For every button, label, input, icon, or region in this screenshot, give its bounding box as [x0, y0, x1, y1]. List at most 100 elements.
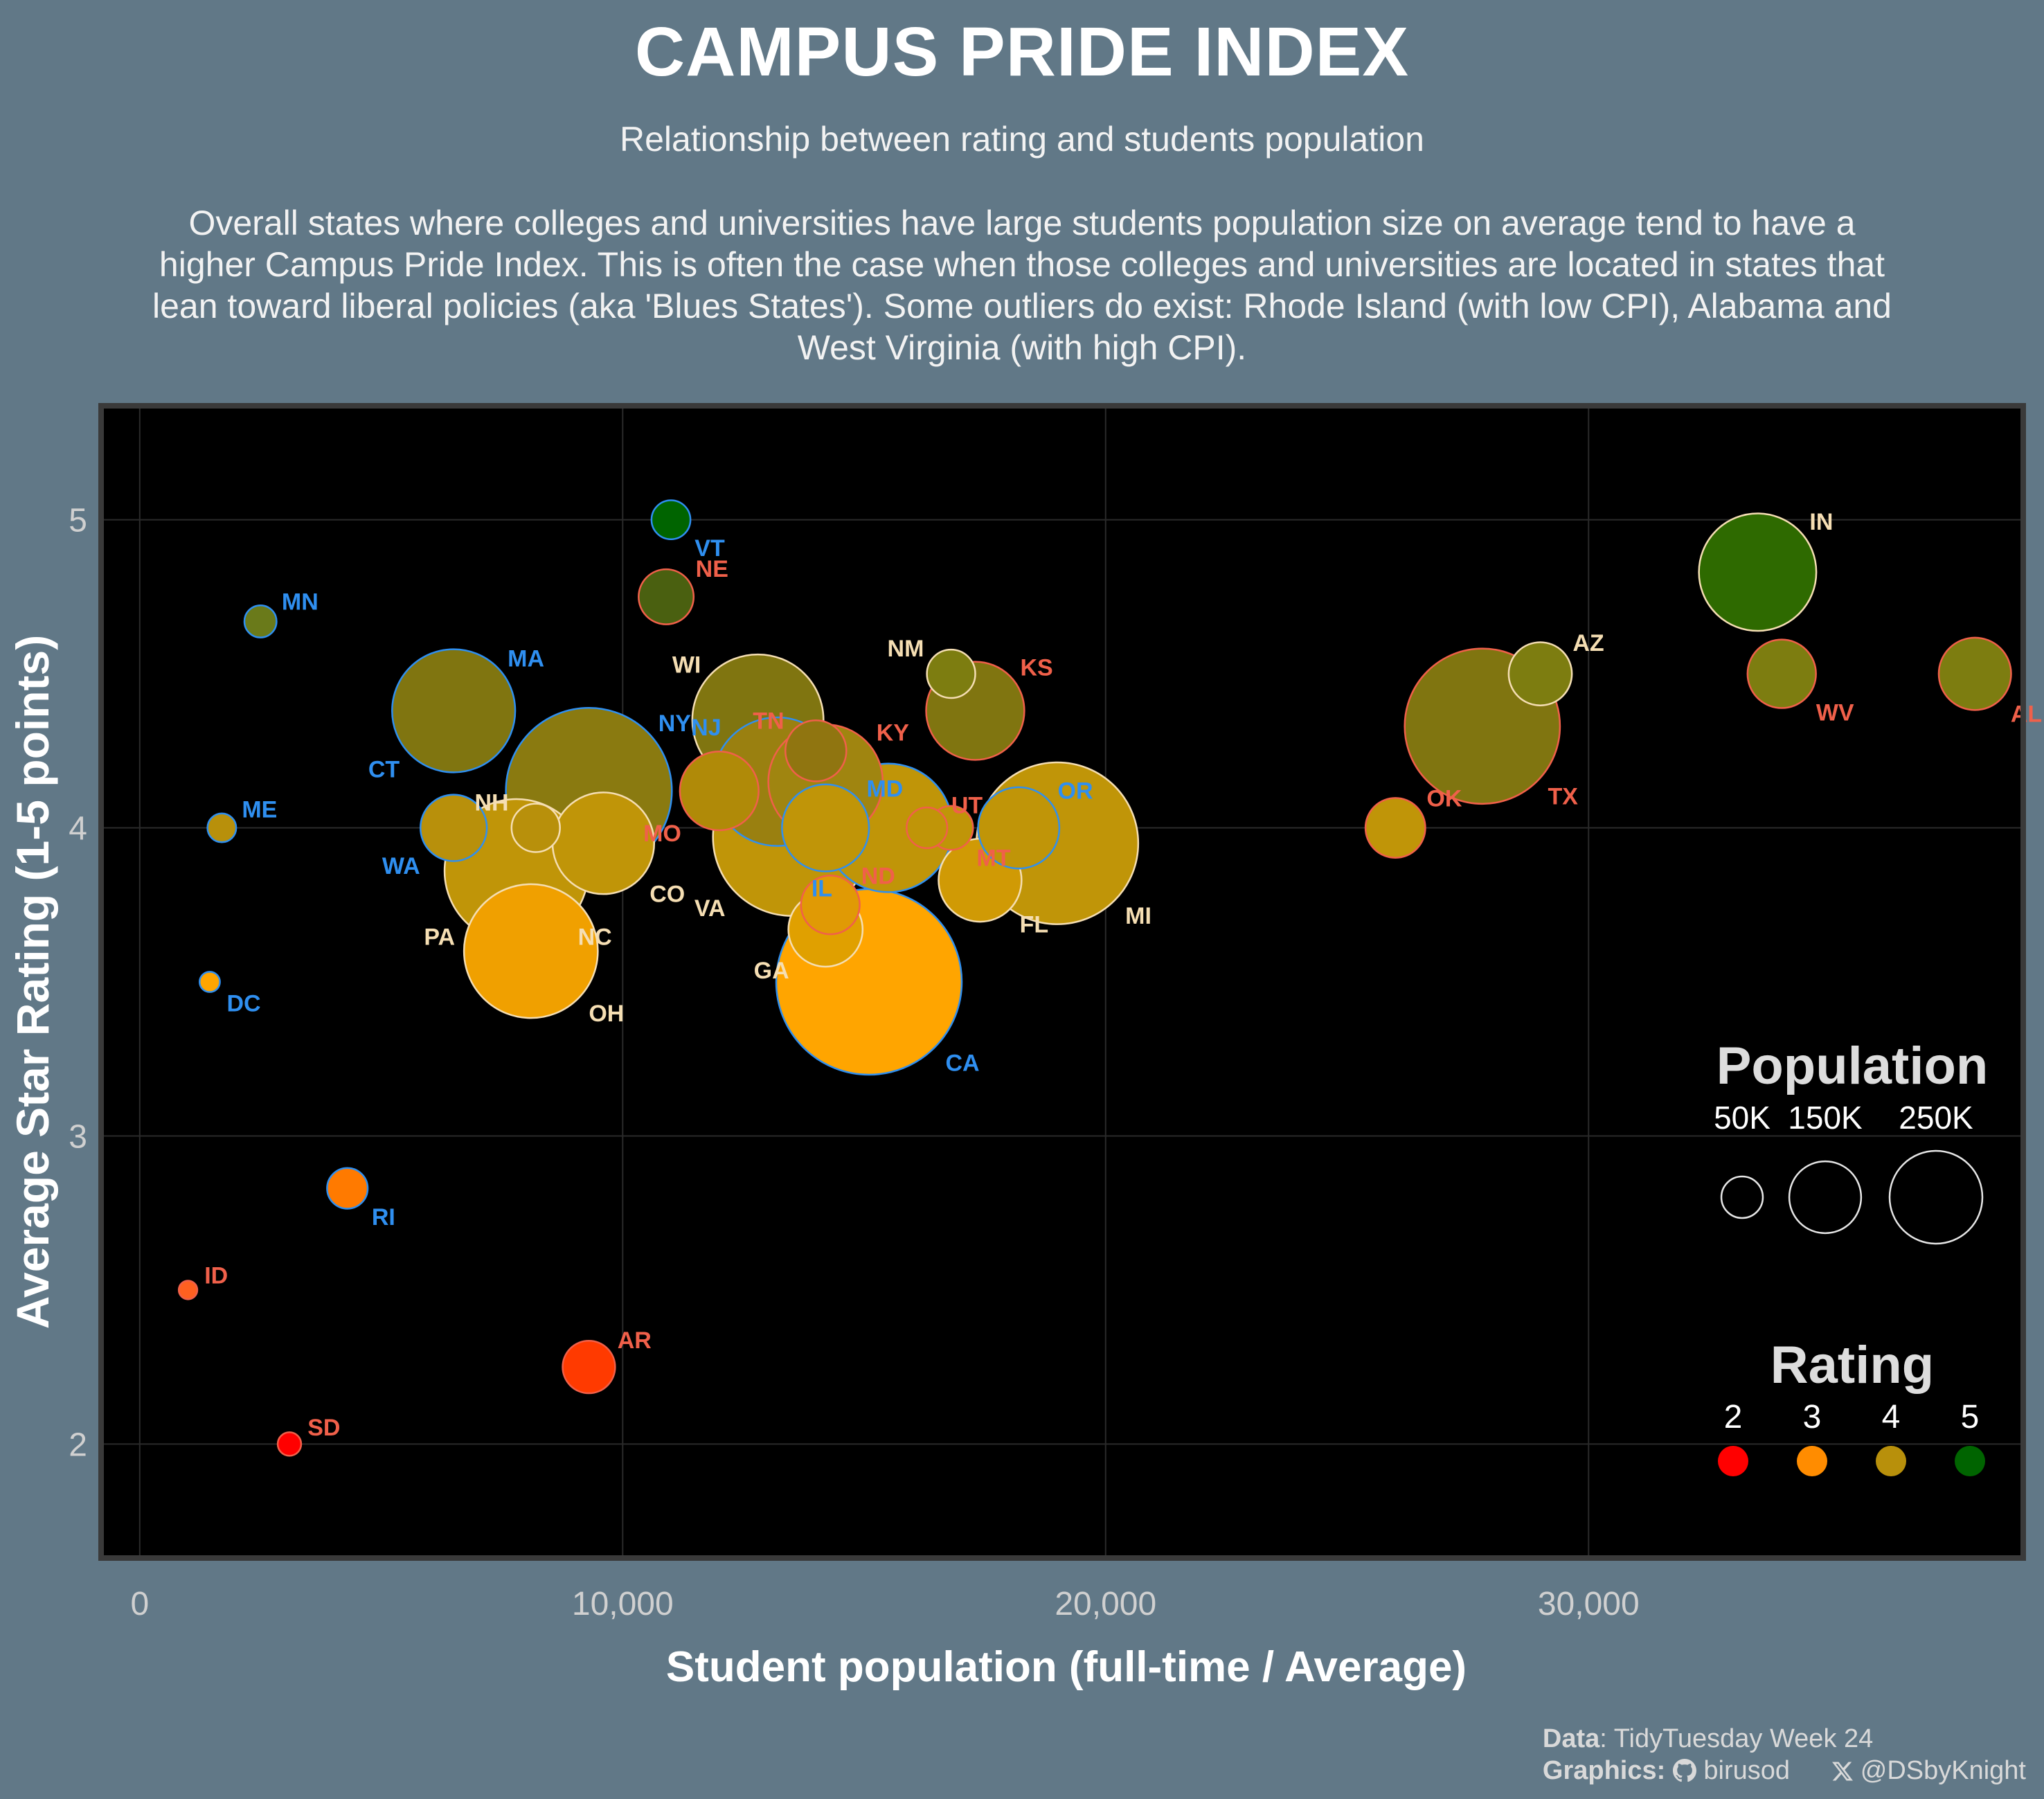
size-legend-circle [1720, 1175, 1764, 1219]
state-label-ut: UT [951, 792, 983, 818]
plot-border [98, 403, 2026, 1561]
state-label-md: MD [866, 776, 903, 802]
y-tick-label: 5 [69, 503, 87, 539]
state-label-fl: FL [1020, 911, 1049, 938]
state-label-ct: CT [368, 756, 400, 782]
size-legend-label: 150K [1788, 1100, 1863, 1136]
state-label-oh: OH [589, 1001, 624, 1027]
chart-subtitle: Relationship between rating and students… [620, 120, 1424, 159]
state-label-pa: PA [424, 924, 455, 951]
state-label-ok: OK [1426, 785, 1462, 812]
state-label-ky: KY [877, 719, 910, 746]
x-tick-label: 20,000 [1055, 1586, 1156, 1622]
point-wa [419, 794, 488, 862]
state-label-dc: DC [227, 991, 261, 1017]
x-axis-ticks: 0 10,000 20,000 30,000 [130, 1586, 1639, 1622]
state-label-mt: MT [976, 845, 1010, 871]
color-legend-label: 3 [1803, 1399, 1822, 1435]
point-ar [562, 1339, 616, 1395]
state-label-mn: MN [282, 589, 319, 616]
point-ok [1364, 797, 1426, 859]
point-oh [463, 883, 599, 1019]
color-legend-swatch [1876, 1446, 1906, 1476]
state-label-ks: KS [1021, 654, 1053, 681]
state-label-ma: MA [508, 645, 544, 672]
caption: Data: TidyTuesday Week 24 Graphics: biru… [1542, 1724, 2026, 1785]
x-tick-label: 10,000 [572, 1586, 674, 1622]
y-tick-label: 3 [69, 1118, 87, 1155]
point-in [1698, 512, 1818, 632]
state-label-nh: NH [474, 789, 508, 816]
color-legend-label: 5 [1961, 1399, 1980, 1435]
state-label-nc: NC [578, 924, 612, 951]
point-ma [391, 648, 517, 773]
state-label-ca: CA [945, 1050, 979, 1076]
state-label-ri: RI [372, 1204, 395, 1230]
color-legend-swatch [1718, 1446, 1748, 1476]
state-label-wi: WI [672, 652, 701, 679]
y-tick-label: 4 [69, 811, 87, 848]
color-legend-label: 2 [1724, 1399, 1743, 1435]
caption-data-label: Data [1542, 1724, 1600, 1753]
point-nd [800, 875, 861, 936]
state-label-tn: TN [753, 708, 784, 735]
state-label-nm: NM [888, 636, 924, 662]
chart-description: Overall states where colleges and univer… [152, 204, 1892, 367]
plot-panel [101, 406, 2023, 1558]
data-points [177, 499, 2012, 1457]
point-vt [650, 499, 692, 540]
state-label-mi: MI [1125, 903, 1151, 929]
state-label-ne: NE [696, 556, 728, 582]
size-legend-label: 50K [1714, 1100, 1770, 1136]
caption-x-handle: @DSbyKnight [1860, 1756, 2026, 1785]
state-label-ny: NY [658, 710, 692, 737]
size-legend-label: 250K [1899, 1100, 1973, 1136]
state-label-va: VA [694, 895, 726, 922]
color-legend-title: Rating [1770, 1336, 1934, 1395]
github-icon [1672, 1759, 1696, 1782]
state-label-ar: AR [618, 1327, 652, 1354]
color-legend-swatch [1955, 1446, 1985, 1476]
state-label-az: AZ [1572, 630, 1604, 656]
color-legend-label: 4 [1882, 1399, 1901, 1435]
point-wv [1746, 638, 1817, 709]
point-me [206, 812, 237, 843]
legend: Population 50K 150K 250K Rating 2 3 4 5 [1714, 1037, 1988, 1476]
point-sd [276, 1431, 303, 1457]
point-tn [784, 719, 848, 782]
point-ne [638, 568, 695, 625]
point-az [1507, 641, 1573, 706]
chart-title: CAMPUS PRIDE INDEX [634, 13, 1410, 91]
state-label-wv: WV [1816, 700, 1854, 726]
state-label-or: OR [1058, 778, 1093, 804]
x-axis-label: Student population (full-time / Average) [666, 1643, 1467, 1691]
y-tick-label: 2 [69, 1426, 87, 1463]
y-axis-label: Average Star Rating (1-5 points) [7, 635, 58, 1329]
point-ut [906, 806, 949, 850]
state-label-nd: ND [861, 863, 895, 889]
point-nm [926, 648, 976, 699]
state-label-il: IL [812, 875, 832, 902]
gridlines [101, 406, 2023, 1558]
color-legend-swatch [1797, 1446, 1827, 1476]
state-label-co: CO [649, 881, 685, 908]
point-co [551, 791, 656, 895]
caption-graphics-label: Graphics: [1542, 1756, 1666, 1785]
state-label-al: AL [2011, 701, 2042, 728]
size-legend-title: Population [1716, 1037, 1989, 1095]
size-legend-circle [1888, 1149, 1984, 1245]
state-label-wa: WA [382, 853, 420, 879]
point-dc [199, 971, 221, 993]
point-nh [510, 803, 561, 853]
point-mo [679, 751, 760, 832]
state-label-ga: GA [754, 958, 789, 984]
state-label-id: ID [204, 1262, 228, 1289]
state-label-nj: NJ [691, 715, 721, 741]
state-label-in: IN [1809, 509, 1833, 535]
state-label-sd: SD [307, 1415, 340, 1441]
point-md [781, 783, 870, 872]
point-al [1937, 636, 2012, 711]
state-label-mo: MO [643, 821, 681, 847]
point-id [177, 1280, 199, 1300]
